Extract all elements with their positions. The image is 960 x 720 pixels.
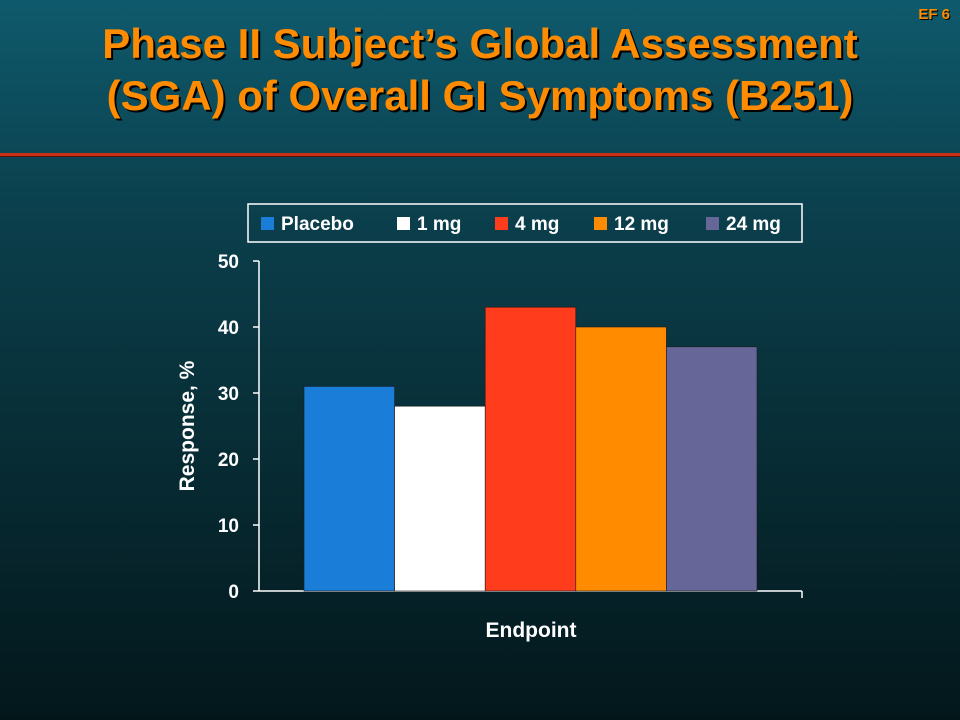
legend-label-4-mg: 4 mg — [515, 214, 559, 235]
bar-4-mg — [484, 306, 577, 592]
chart-bars — [303, 306, 758, 592]
bar-placebo — [303, 386, 395, 592]
bar-24-mg — [666, 346, 758, 592]
title-line-2: (SGA) of Overall GI Symptoms (B251) — [106, 72, 854, 119]
legend-frame — [247, 203, 803, 243]
legend-label-1-mg: 1 mg — [417, 214, 461, 235]
title-line-1: Phase II Subject’s Global Assessment — [102, 20, 858, 67]
bar-12-mg — [575, 326, 667, 592]
legend-label-12-mg: 12 mg — [614, 214, 669, 235]
slide-id-label: EF 6 — [918, 6, 950, 23]
y-tick-label: 0 — [228, 582, 239, 603]
y-tick-label: 20 — [218, 450, 239, 471]
legend-swatch-1-mg — [397, 217, 410, 230]
slide-title: Phase II Subject’s Global Assessment (SG… — [0, 18, 960, 122]
legend-swatch-24-mg — [706, 217, 719, 230]
legend-swatch-placebo — [261, 217, 274, 230]
legend-label-placebo: Placebo — [281, 214, 354, 235]
y-tick-label: 40 — [218, 318, 239, 339]
legend-swatch-12-mg — [594, 217, 607, 230]
chart-legend: Placebo 1 mg 4 mg 12 mg 24 mg — [247, 203, 803, 243]
bar-1-mg — [394, 405, 486, 592]
y-tick-label: 10 — [218, 516, 239, 537]
y-tick-label: 50 — [218, 252, 239, 273]
y-tick-label: 30 — [218, 384, 239, 405]
legend-label-24-mg: 24 mg — [726, 214, 781, 235]
x-axis-label: Endpoint — [486, 619, 577, 642]
title-divider — [0, 153, 960, 156]
y-axis-label: Response, % — [176, 360, 199, 491]
legend-swatch-4-mg — [495, 217, 508, 230]
